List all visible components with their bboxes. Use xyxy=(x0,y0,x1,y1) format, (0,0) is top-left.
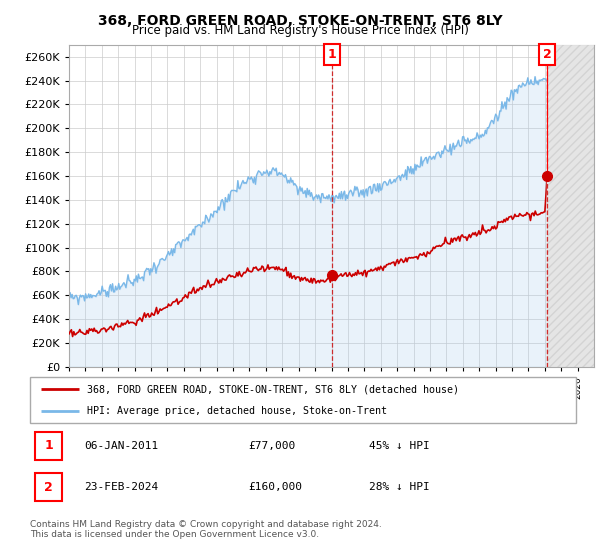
Text: 1: 1 xyxy=(328,48,337,61)
Text: 2: 2 xyxy=(44,480,53,494)
FancyBboxPatch shape xyxy=(30,377,576,423)
Text: Price paid vs. HM Land Registry's House Price Index (HPI): Price paid vs. HM Land Registry's House … xyxy=(131,24,469,37)
Text: 23-FEB-2024: 23-FEB-2024 xyxy=(85,482,159,492)
Text: 2: 2 xyxy=(543,48,551,61)
FancyBboxPatch shape xyxy=(35,473,62,501)
Text: 28% ↓ HPI: 28% ↓ HPI xyxy=(368,482,429,492)
Text: HPI: Average price, detached house, Stoke-on-Trent: HPI: Average price, detached house, Stok… xyxy=(88,407,388,416)
Text: £160,000: £160,000 xyxy=(248,482,302,492)
Bar xyxy=(547,45,594,367)
Text: 45% ↓ HPI: 45% ↓ HPI xyxy=(368,441,429,451)
Bar xyxy=(547,45,594,367)
Text: £77,000: £77,000 xyxy=(248,441,296,451)
Text: 1: 1 xyxy=(44,439,53,452)
FancyBboxPatch shape xyxy=(35,432,62,460)
Text: 368, FORD GREEN ROAD, STOKE-ON-TRENT, ST6 8LY: 368, FORD GREEN ROAD, STOKE-ON-TRENT, ST… xyxy=(98,14,502,28)
Text: 368, FORD GREEN ROAD, STOKE-ON-TRENT, ST6 8LY (detached house): 368, FORD GREEN ROAD, STOKE-ON-TRENT, ST… xyxy=(88,384,460,394)
Text: Contains HM Land Registry data © Crown copyright and database right 2024.
This d: Contains HM Land Registry data © Crown c… xyxy=(30,520,382,539)
Text: 06-JAN-2011: 06-JAN-2011 xyxy=(85,441,159,451)
